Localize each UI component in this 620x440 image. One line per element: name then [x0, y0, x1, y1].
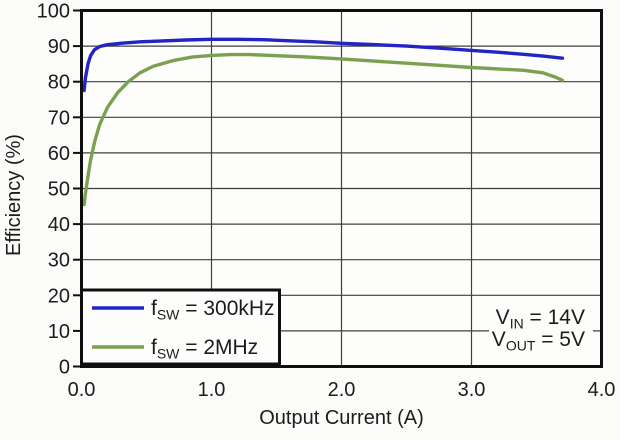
tick-label-y-0: 0 — [59, 357, 70, 379]
plot-border — [80, 9, 603, 368]
x-axis-title: Output Current (A) — [259, 407, 424, 429]
tick-label-y-20: 20 — [48, 285, 70, 307]
tick-label-x-3.0: 3.0 — [458, 379, 486, 401]
tick-label-y-80: 80 — [48, 72, 70, 94]
legend-label-fsw-2mhz: fSW = 2MHz — [151, 336, 258, 362]
legend: fSW = 300kHz fSW = 2MHz — [80, 288, 281, 366]
annotation-line-out: VOUT = 5V — [492, 328, 585, 354]
tick-label-y-10: 10 — [48, 321, 70, 343]
tick-label-y-90: 90 — [48, 36, 70, 58]
legend-label-fsw-300khz: fSW = 300kHz — [151, 297, 275, 323]
tick-label-x-4.0: 4.0 — [588, 379, 616, 401]
tick-label-x-2.0: 2.0 — [328, 379, 356, 401]
annotation-background — [489, 301, 593, 352]
tick-label-y-50: 50 — [48, 179, 70, 201]
tick-label-y-40: 40 — [48, 214, 70, 236]
curve-fsw-300khz — [82, 37, 565, 93]
tick-label-y-100: 100 — [37, 1, 70, 23]
tick-label-y-60: 60 — [48, 143, 70, 165]
tick-label-x-0.0: 0.0 — [68, 379, 96, 401]
legend-box — [80, 288, 281, 366]
tick-label-y-30: 30 — [48, 250, 70, 272]
tick-label-x-1.0: 1.0 — [198, 379, 226, 401]
annotation-line-in: VIN = 14V — [496, 306, 585, 332]
y-axis-title: Efficiency (%) — [3, 134, 25, 256]
curve-fsw-2mhz — [82, 52, 565, 207]
tick-label-y-70: 70 — [48, 107, 70, 129]
